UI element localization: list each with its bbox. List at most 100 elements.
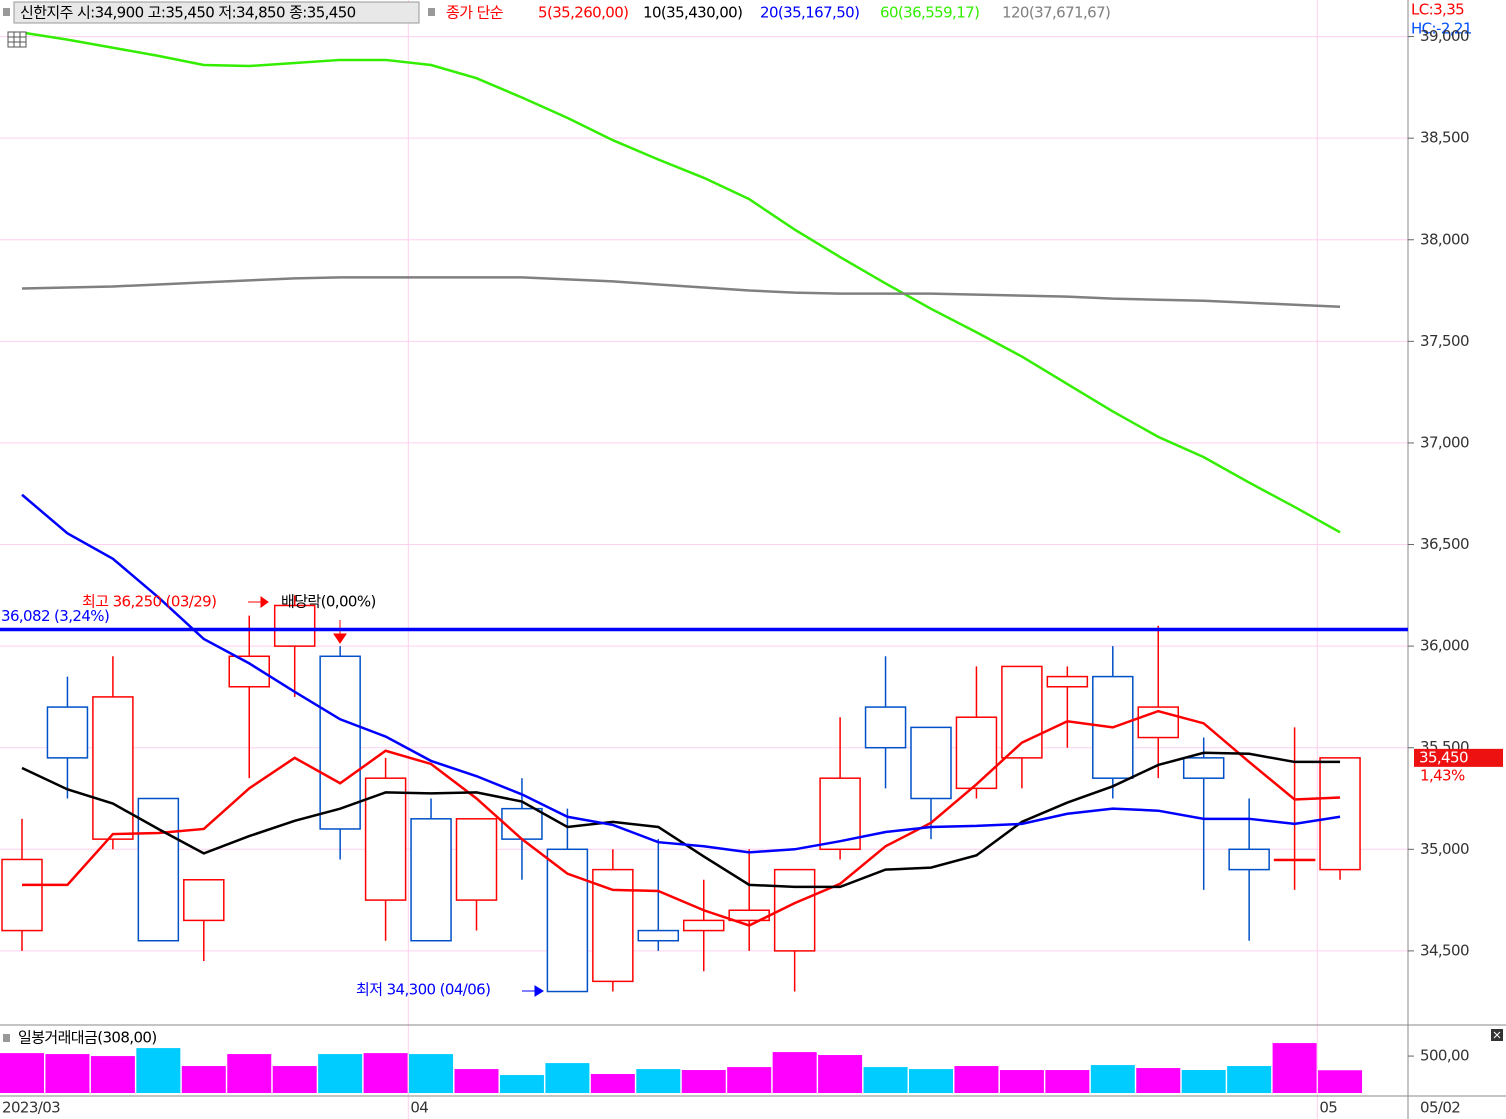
volume-bar [1272, 1043, 1317, 1093]
y-tick-label: 35,000 [1420, 840, 1469, 858]
volume-bar [1181, 1070, 1226, 1093]
y-tick-label: 37,000 [1420, 433, 1469, 451]
ma-line [21, 276, 1341, 309]
candle-body [273, 604, 316, 647]
candle-body [546, 848, 589, 993]
high-annotation: 최고 36,250 (03/29) [82, 593, 216, 611]
hc-label: HC:-2,21 [1411, 20, 1472, 38]
legend-entry: 10(35,430,00) [643, 4, 742, 22]
candle-body [955, 716, 998, 790]
volume-bar [136, 1048, 181, 1093]
volume-bar [1318, 1070, 1363, 1093]
volume-bar [1227, 1066, 1272, 1093]
ma-line [21, 31, 1341, 534]
last-price-box [1414, 748, 1503, 767]
y-tick-label: 39,000 [1420, 27, 1469, 45]
volume-bar [681, 1070, 726, 1093]
candle-body [1319, 757, 1361, 871]
volume-bar [318, 1054, 363, 1093]
x-tick-label: 04 [410, 1099, 428, 1117]
x-tick-label: 05 [1319, 1099, 1337, 1117]
ma-title: 종가 단순 [446, 4, 504, 22]
candle-body [410, 818, 452, 942]
volume-bar [409, 1054, 454, 1093]
candle-body [1228, 848, 1270, 871]
candle-body [92, 696, 134, 840]
volume-bar [818, 1055, 863, 1093]
ma-line [21, 751, 1341, 889]
horizontal-line-label: 36,082 (3,24%) [1, 607, 109, 625]
candle-body [683, 919, 725, 932]
last-price-label: 35,450 [1419, 748, 1468, 766]
volume-bar [772, 1052, 817, 1093]
volume-bar [45, 1054, 90, 1093]
grid [0, 0, 1408, 1119]
volume-bar [272, 1066, 317, 1093]
candle-body [1, 858, 43, 932]
y-tick-label: 36,500 [1420, 535, 1469, 553]
y-tick-label: 36,000 [1420, 637, 1469, 655]
candle-body [910, 726, 952, 800]
dividend-annotation: 배당락(0,00%) [281, 593, 376, 611]
candle-body [183, 879, 225, 922]
legend-entry: 20(35,167,50) [760, 4, 859, 22]
stock-info: 신한지주 시:34,900 고:35,450 저:34,850 종:35,450 [20, 4, 356, 22]
volume-bar [863, 1067, 908, 1093]
volume-bar [590, 1074, 635, 1093]
volume-bar [454, 1069, 499, 1093]
candle-body [637, 929, 680, 942]
volume-bar [545, 1063, 590, 1093]
volume-bar [363, 1053, 408, 1093]
icon [3, 1034, 10, 1042]
legend-entry: 120(37,671,67) [1002, 4, 1110, 22]
volume-bar [227, 1054, 272, 1093]
candle-body [1046, 675, 1089, 688]
volume-bar [499, 1075, 544, 1093]
dividend-marker [333, 620, 347, 644]
volume-bar [954, 1066, 999, 1093]
volume-bar [90, 1056, 135, 1093]
icon [3, 8, 10, 16]
candle-body [1273, 858, 1316, 862]
last-change-label: 1,43% [1420, 766, 1465, 784]
candle-body [1182, 757, 1225, 779]
candle-body [455, 818, 498, 901]
icon [428, 8, 435, 16]
volume-bar [999, 1070, 1044, 1093]
volume-title: 일봉거래대금(308,00) [18, 1029, 157, 1047]
legend-entry: 60(36,559,17) [880, 4, 979, 22]
volume-bar [727, 1067, 772, 1093]
volume-bar [1090, 1065, 1135, 1093]
cursor-date: 05/02 [1420, 1099, 1460, 1117]
volume-bar [1045, 1070, 1090, 1093]
candle-body [46, 706, 89, 759]
y-tick-label: 34,500 [1420, 941, 1469, 959]
x-tick-label: 2023/03 [2, 1099, 60, 1117]
grid-icon[interactable] [7, 31, 27, 48]
volume-bar [636, 1069, 681, 1093]
volume-bar [909, 1069, 953, 1093]
grid-icon-lines [8, 32, 26, 47]
lc-label: LC:3,35 [1411, 1, 1464, 19]
arrow [248, 596, 269, 608]
arrow [522, 985, 544, 997]
legend-entry: 5(35,260,00) [538, 4, 628, 22]
y-tick-label: 38,500 [1420, 129, 1469, 147]
candle-body [864, 706, 907, 749]
ma-line [22, 709, 1341, 927]
info-box [13, 1, 420, 24]
candle-body [1137, 706, 1179, 739]
y-tick-label: 500,00 [1420, 1047, 1469, 1065]
marks [0, 31, 1363, 1093]
close-icon [1493, 1031, 1501, 1039]
candle-body [319, 655, 361, 830]
volume-bar [1136, 1068, 1181, 1093]
candle-body [501, 807, 543, 840]
ma-line [21, 493, 1341, 854]
y-tick-label: 38,000 [1420, 230, 1469, 248]
volume-bar [0, 1053, 44, 1093]
volume-bar [181, 1066, 226, 1093]
y-tick-label: 37,500 [1420, 332, 1469, 350]
